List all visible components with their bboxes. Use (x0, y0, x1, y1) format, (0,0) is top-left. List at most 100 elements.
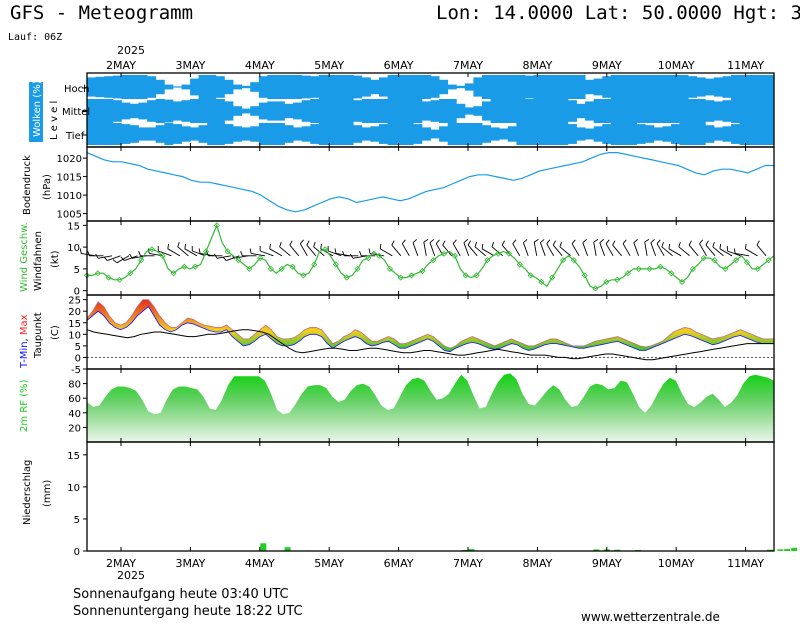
wind-barb-feather (650, 239, 655, 244)
wind-barb-feather (129, 253, 133, 259)
wind-barb-feather (481, 243, 484, 249)
cloud-cell-mittel (87, 99, 96, 123)
cloud-cell-mittel (258, 102, 268, 120)
wind-barb-feather (699, 239, 704, 244)
wind-barb (650, 242, 657, 256)
precip-bar (593, 549, 600, 551)
cloud-cell-hoch (456, 85, 466, 89)
cloud-cell-tief (671, 124, 680, 144)
cloud-cell-mittel (559, 99, 569, 123)
wind-barb (279, 246, 291, 257)
cloud-cell-hoch (190, 78, 200, 96)
wind-barb (491, 246, 503, 257)
cloud-cell-hoch (739, 75, 749, 99)
wind-point (451, 252, 458, 259)
cloud-cell-tief (593, 126, 603, 142)
cloud-ylabel: Wolken (%) (32, 80, 43, 137)
wind-point (343, 274, 350, 281)
wind-point (462, 272, 469, 279)
source-link[interactable]: www.wetterzentrale.de (581, 610, 720, 624)
day-label-top: 9MAY (592, 59, 622, 72)
pressure-unit: (hPa) (42, 174, 53, 200)
cloud-cell-mittel (722, 100, 732, 122)
day-label-top: 10MAY (658, 59, 695, 72)
cloud-cell-hoch (112, 75, 122, 99)
cloud-label-bg (29, 82, 43, 142)
cloud-cell-mittel (353, 100, 363, 122)
wind-barb (269, 248, 283, 257)
cloud-cell-tief (473, 123, 483, 145)
cloud-cell-tief (396, 123, 406, 145)
cloud-cell-hoch (705, 78, 715, 96)
wind-tick-label: 10 (67, 243, 80, 254)
cloud-cell-mittel (439, 99, 449, 123)
wind-barb-feather (678, 241, 681, 247)
cloud-cell-tief (241, 127, 251, 141)
cloud-cell-mittel (645, 99, 655, 123)
cloud-cell-tief (275, 123, 285, 145)
wind-barb (727, 250, 741, 257)
wind-barb (452, 243, 461, 257)
wind-ylabel: Wind Geschw. (19, 222, 30, 292)
wind-tick-label: 5 (74, 265, 80, 276)
pressure-tick-label: 1005 (57, 210, 82, 221)
day-label-bottom: 11MAY (727, 557, 764, 570)
cloud-cell-tief (121, 124, 131, 144)
cloud-cell-hoch (525, 75, 534, 99)
cloud-cell-mittel (765, 99, 775, 123)
cloud-cell-tief (722, 126, 732, 142)
cloud-cell-mittel (284, 103, 294, 119)
wind-barb (98, 255, 113, 259)
cloud-cell-mittel (404, 99, 414, 123)
cloud-cell-tief (344, 123, 354, 145)
cloud-cell-hoch (370, 79, 380, 95)
wind-point (138, 257, 145, 264)
year-bottom: 2025 (117, 569, 145, 582)
cloud-cell-hoch (756, 75, 766, 99)
cloud-cell-hoch (155, 79, 165, 95)
cloud-cell-tief (147, 127, 157, 141)
cloud-cell-mittel (473, 106, 483, 116)
cloud-cell-mittel (293, 102, 303, 120)
cloud-cell-mittel (576, 103, 586, 119)
cloud-cell-hoch (628, 75, 637, 99)
wind-point (181, 263, 188, 270)
wind-speed-line (87, 223, 775, 290)
cloud-cell-tief (370, 126, 380, 142)
precip-bar (784, 549, 791, 551)
dewpoint-line (86, 329, 774, 361)
cloud-cell-hoch (748, 75, 758, 99)
panel-frame-temperature (86, 294, 775, 370)
cloud-cell-hoch (138, 75, 148, 99)
cloud-cell-tief (499, 128, 509, 140)
wind-barb-feather (644, 239, 650, 243)
cloud-cell-tief (293, 127, 303, 141)
cloud-cell-hoch (482, 75, 491, 99)
wind-barb (184, 248, 198, 257)
cloud-cell-tief (567, 124, 577, 144)
cloud-cell-tief (112, 123, 122, 145)
wind-point (94, 270, 101, 277)
wind-barb-feather (523, 239, 528, 244)
day-label-bottom: 9MAY (592, 557, 622, 570)
cloud-cell-mittel (327, 99, 337, 123)
cloud-cell-tief (585, 128, 595, 140)
cloud-cell-tief (559, 123, 569, 145)
wind-barb-feather (582, 239, 587, 244)
wind-barb (688, 244, 699, 257)
cloud-cell-hoch (198, 75, 208, 99)
cloud-level-hoch: Hoch (64, 84, 89, 95)
rh-tick-label: 60 (68, 394, 81, 405)
wind-point (267, 265, 274, 272)
wind-point (235, 257, 242, 264)
wind-point (419, 267, 426, 275)
cloud-cell-hoch (421, 75, 431, 99)
cloud-cell-tief (713, 127, 723, 141)
wind-point (505, 250, 513, 257)
cloud-cell-mittel (224, 101, 234, 121)
cloud-cell-tief (361, 127, 371, 141)
cloud-cell-mittel (318, 99, 328, 123)
wind-barb-feather (559, 241, 562, 247)
cloud-cell-tief (533, 123, 543, 145)
cloud-cell-tief (404, 123, 414, 145)
